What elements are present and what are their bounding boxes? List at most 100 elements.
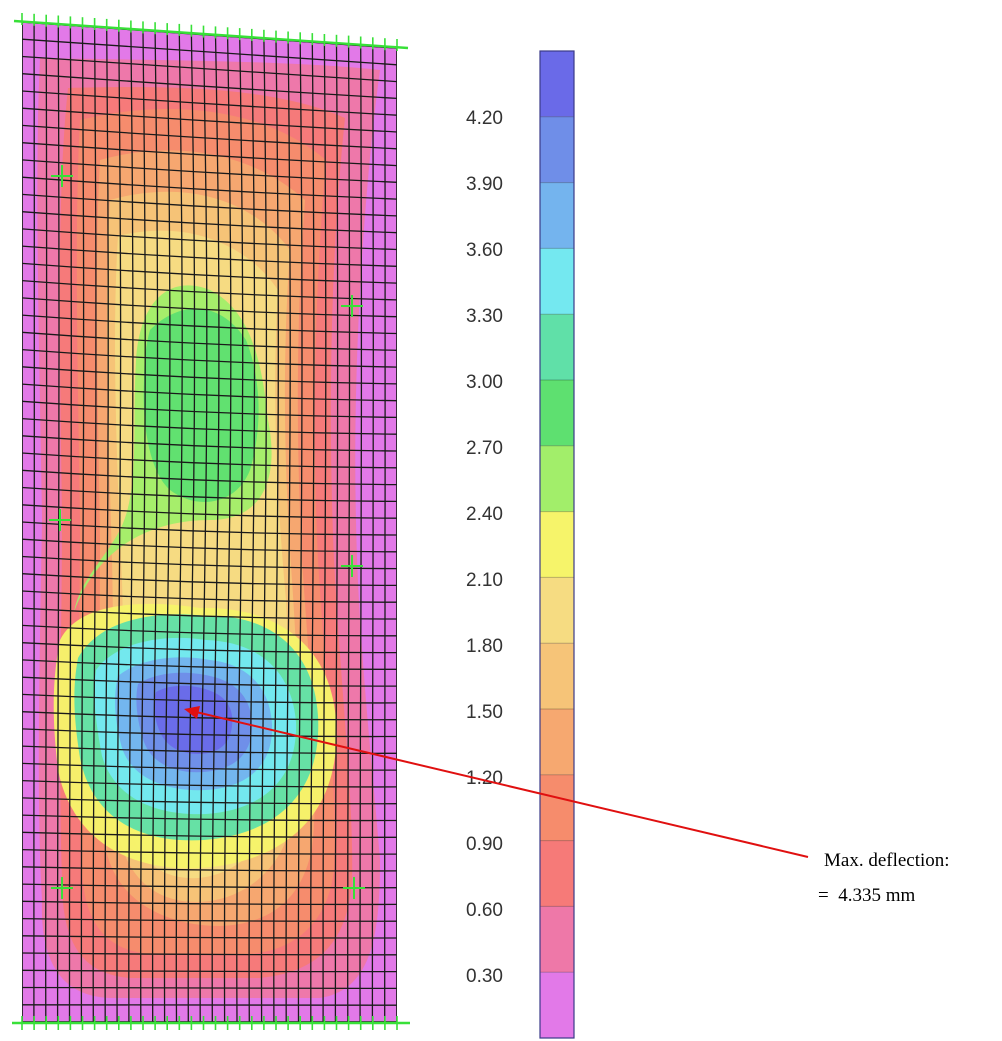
- mesh-line-vertical: [140, 30, 146, 1022]
- mesh-line-horizontal: [22, 521, 397, 536]
- deflection-contour: [143, 308, 259, 502]
- mesh-line-vertical: [297, 41, 303, 1022]
- max-deflection-callout: Max. deflection: = 4.335 mm: [184, 706, 950, 906]
- mesh-line-vertical: [163, 32, 171, 1022]
- mesh-line-horizontal: [22, 590, 397, 603]
- mesh-line-horizontal: [22, 573, 397, 587]
- mesh-line-horizontal: [22, 745, 397, 754]
- legend-frame: [539, 50, 575, 1039]
- mesh-line-horizontal: [22, 469, 397, 486]
- legend-band: [540, 116, 574, 183]
- legend-tick-label: 1.20: [466, 768, 503, 789]
- mesh-line-vertical: [68, 25, 72, 1022]
- mesh-line-horizontal: [22, 452, 397, 469]
- mesh-line-horizontal: [22, 331, 397, 351]
- mesh-line-horizontal: [22, 435, 397, 452]
- mesh-line-horizontal: [22, 538, 397, 553]
- mesh-line-horizontal: [22, 228, 397, 251]
- mesh-line-vertical: [285, 40, 291, 1022]
- mesh-line-horizontal: [22, 900, 397, 906]
- mesh-line-horizontal: [22, 607, 397, 620]
- legend-tick-label: 2.70: [466, 438, 503, 459]
- max-deflection-value: = 4.335 mm: [818, 885, 915, 906]
- max-deflection-label: Max. deflection:: [824, 850, 950, 871]
- mesh-line-horizontal: [22, 383, 397, 402]
- legend-band: [540, 643, 574, 709]
- mesh-line-vertical: [310, 42, 315, 1022]
- legend-tick-label: 2.10: [466, 570, 503, 591]
- legend-band: [540, 972, 574, 1038]
- mesh-line-horizontal: [22, 866, 397, 872]
- mesh-line-horizontal: [22, 848, 397, 855]
- mesh-line-vertical: [187, 33, 196, 1022]
- mesh-line-horizontal: [22, 314, 397, 335]
- mesh-line-horizontal: [22, 555, 397, 570]
- mesh-line-horizontal: [22, 211, 397, 234]
- mesh-line-horizontal: [22, 38, 397, 66]
- legend-tick-label: 3.30: [466, 306, 503, 327]
- legend-tick-label: 0.90: [466, 834, 503, 855]
- mesh-line-vertical: [359, 45, 363, 1022]
- mesh-line-horizontal: [22, 659, 397, 670]
- mesh-line-vertical: [347, 44, 351, 1022]
- legend-band: [540, 577, 574, 644]
- mesh-line-horizontal: [22, 279, 397, 301]
- mesh-line-horizontal: [22, 486, 397, 503]
- mesh-line-vertical: [248, 37, 256, 1022]
- mesh-line-horizontal: [22, 504, 397, 519]
- mesh-line-horizontal: [22, 814, 397, 822]
- legend-band: [540, 840, 574, 907]
- mesh-line-horizontal: [22, 711, 397, 721]
- mesh-line-horizontal: [22, 55, 397, 83]
- legend-band: [540, 906, 574, 973]
- mesh-line-vertical: [223, 36, 232, 1022]
- mesh-line-vertical: [45, 23, 48, 1022]
- deflection-contour: [153, 685, 233, 754]
- mesh-line-horizontal: [22, 262, 397, 284]
- mesh-line-vertical: [116, 28, 122, 1022]
- mesh-line-horizontal: [22, 779, 397, 788]
- legend-band: [540, 709, 574, 775]
- plate: [22, 22, 397, 1022]
- mesh-line-horizontal: [22, 366, 397, 385]
- legend-tick-label: 3.60: [466, 240, 503, 261]
- mesh-line-vertical: [128, 29, 134, 1022]
- mesh-line-vertical: [371, 46, 374, 1022]
- legend-band: [540, 774, 574, 841]
- mesh-line-horizontal: [22, 642, 397, 654]
- mesh-line-horizontal: [22, 348, 397, 368]
- mesh-line-horizontal: [22, 797, 397, 805]
- mesh-line-horizontal: [22, 90, 397, 116]
- support-markers: [12, 13, 410, 1030]
- mesh-line-horizontal: [22, 952, 397, 956]
- legend-color-bar: [539, 50, 575, 1039]
- legend-tick-label: 0.60: [466, 900, 503, 921]
- mesh-line-horizontal: [22, 935, 397, 939]
- mesh-line-horizontal: [22, 159, 397, 183]
- mesh-line-horizontal: [22, 831, 397, 838]
- mesh-line-horizontal: [22, 676, 397, 687]
- mesh-line-horizontal: [22, 176, 397, 200]
- callout-arrow-line: [195, 711, 809, 858]
- mesh-line-horizontal: [22, 400, 397, 419]
- mesh-line-horizontal: [22, 124, 397, 150]
- mesh-line-vertical: [211, 35, 220, 1022]
- callout-arrow-head: [184, 706, 200, 719]
- legend-tick-label: 0.30: [466, 966, 503, 987]
- mesh-line-horizontal: [22, 762, 397, 771]
- mesh-line-vertical: [236, 37, 244, 1022]
- support-edge-top: [13, 19, 409, 50]
- mesh-line-horizontal: [22, 142, 397, 167]
- mesh-line-horizontal: [22, 986, 397, 990]
- mesh-line-horizontal: [22, 193, 397, 217]
- legend-tick-label: 3.00: [466, 372, 503, 393]
- legend-tick-labels: 4.20 3.90 3.60 3.30 3.00 2.70 2.40 2.10 …: [466, 108, 503, 987]
- mesh-grid: [22, 22, 397, 1022]
- mesh-line-vertical: [260, 38, 268, 1022]
- mesh-line-horizontal: [22, 297, 397, 318]
- mesh-line-horizontal: [22, 245, 397, 267]
- legend-band: [540, 511, 574, 578]
- mesh-line-horizontal: [22, 107, 397, 133]
- mesh-line-vertical: [175, 32, 183, 1022]
